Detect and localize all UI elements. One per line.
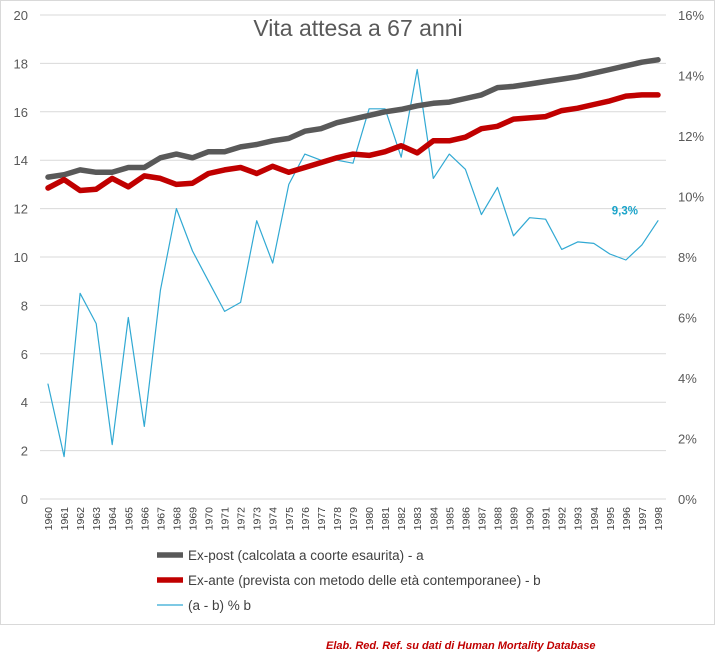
x-tick-label: 1985 [444, 507, 456, 531]
y-right-tick-label: 0% [678, 492, 697, 507]
x-tick-label: 1975 [284, 507, 296, 531]
x-tick-label: 1974 [268, 507, 280, 531]
series-line [45, 92, 661, 194]
x-tick-label: 1966 [139, 507, 151, 531]
series-line [47, 68, 659, 458]
x-tick-label: 1978 [332, 507, 344, 531]
x-tick-label: 1968 [171, 507, 183, 531]
x-tick-label: 1971 [220, 507, 232, 531]
y-left-tick-label: 6 [21, 347, 28, 362]
x-tick-label: 1994 [589, 507, 601, 531]
x-tick-label: 1986 [460, 507, 472, 531]
x-tick-label: 1995 [605, 507, 617, 531]
x-tick-label: 1964 [107, 507, 119, 531]
y-left-tick-label: 18 [14, 56, 28, 71]
y-left-tick-label: 16 [14, 105, 28, 120]
x-tick-label: 1977 [316, 507, 328, 531]
x-tick-label: 1980 [364, 507, 376, 531]
data-label: 9,3% [612, 206, 638, 218]
x-tick-label: 1987 [476, 507, 488, 531]
x-tick-label: 1983 [412, 507, 424, 531]
x-tick-label: 1984 [428, 507, 440, 531]
chart-title: Vita attesa a 67 anni [253, 15, 462, 41]
x-tick-label: 1989 [509, 507, 521, 531]
x-tick-label: 1970 [204, 507, 216, 531]
x-tick-label: 1998 [653, 507, 665, 531]
y-right-tick-label: 16% [678, 8, 704, 23]
x-tick-label: 1961 [59, 507, 71, 531]
x-tick-label: 1993 [573, 507, 585, 531]
y-right-tick-label: 14% [678, 69, 704, 84]
source-note: Elab. Red. Ref. su dati di Human Mortali… [326, 640, 596, 652]
y-left-tick-label: 20 [14, 8, 28, 23]
series-line [45, 57, 661, 180]
x-tick-label: 1996 [621, 507, 633, 531]
y-right-tick-label: 6% [678, 311, 697, 326]
x-tick-label: 1967 [155, 507, 167, 531]
x-tick-label: 1981 [380, 507, 392, 531]
y-right-tick-label: 12% [678, 129, 704, 144]
y-left-tick-label: 14 [14, 153, 28, 168]
legend-label: Ex-post (calcolata a coorte esaurita) - … [188, 548, 424, 563]
y-left-tick-label: 0 [21, 492, 28, 507]
x-tick-label: 1992 [557, 507, 569, 531]
x-tick-label: 1997 [637, 507, 649, 531]
legend-label: Ex-ante (prevista con metodo delle età c… [188, 573, 541, 588]
x-tick-label: 1976 [300, 507, 312, 531]
x-tick-label: 1988 [492, 507, 504, 531]
y-right-tick-label: 2% [678, 432, 697, 447]
x-tick-label: 1962 [75, 507, 87, 531]
y-right-tick-label: 8% [678, 250, 697, 265]
x-tick-label: 1963 [91, 507, 103, 531]
y-right-tick-label: 4% [678, 371, 697, 386]
x-tick-label: 1991 [541, 507, 553, 531]
y-left-tick-label: 8 [21, 298, 28, 313]
x-tick-label: 1979 [348, 507, 360, 531]
x-tick-label: 1972 [236, 507, 248, 531]
x-tick-label: 1960 [43, 507, 55, 531]
x-tick-label: 1965 [123, 507, 135, 531]
chart-area [0, 0, 715, 625]
y-left-tick-label: 12 [14, 202, 28, 217]
legend-label: (a - b) % b [188, 598, 251, 613]
y-right-tick-label: 10% [678, 190, 704, 205]
y-left-tick-label: 4 [21, 395, 28, 410]
x-tick-label: 1982 [396, 507, 408, 531]
y-left-tick-label: 2 [21, 444, 28, 459]
x-tick-label: 1969 [187, 507, 199, 531]
x-tick-label: 1973 [252, 507, 264, 531]
x-tick-label: 1990 [525, 507, 537, 531]
y-left-tick-label: 10 [14, 250, 28, 265]
